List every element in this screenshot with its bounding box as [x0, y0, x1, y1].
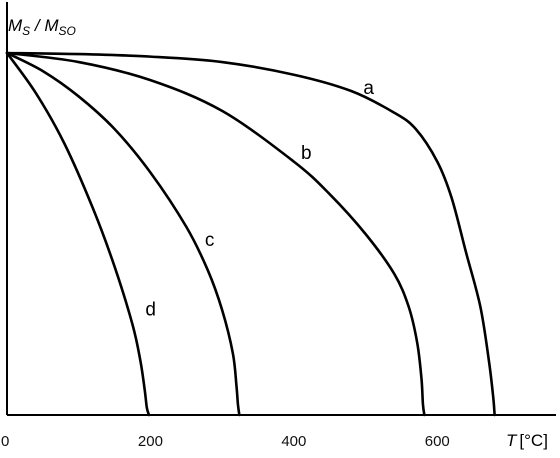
- x-label-unit: [°C]: [519, 431, 548, 450]
- y-axis-label: MS / MSO: [8, 16, 76, 38]
- curve-d: [5, 51, 151, 417]
- curve-c: [5, 51, 241, 417]
- y-label-separator: /: [30, 16, 44, 35]
- x-tick-label-400: 400: [281, 433, 306, 450]
- axes: [6, 2, 556, 416]
- y-label-denominator: M: [44, 16, 59, 35]
- y-label-numerator: M: [8, 16, 23, 35]
- x-tick-label-200: 200: [138, 433, 163, 450]
- curve-labels: a b c d: [145, 78, 374, 321]
- curve-a: [5, 51, 496, 417]
- curve-label-b: b: [301, 143, 312, 164]
- x-ticks: 0 200 400 600: [1, 433, 450, 450]
- curve-label-a: a: [363, 78, 374, 99]
- x-axis-label: T [°C]: [506, 431, 548, 450]
- curves: [5, 51, 496, 417]
- curve-label-c: c: [205, 230, 215, 251]
- x-tick-label-600: 600: [425, 433, 450, 450]
- y-label-numerator-sub: S: [22, 24, 30, 38]
- x-tick-label-0: 0: [1, 433, 9, 450]
- curve-b: [5, 51, 426, 417]
- y-label-denominator-sub: SO: [59, 24, 76, 38]
- x-label-symbol: T: [506, 431, 518, 450]
- curve-label-d: d: [145, 299, 156, 320]
